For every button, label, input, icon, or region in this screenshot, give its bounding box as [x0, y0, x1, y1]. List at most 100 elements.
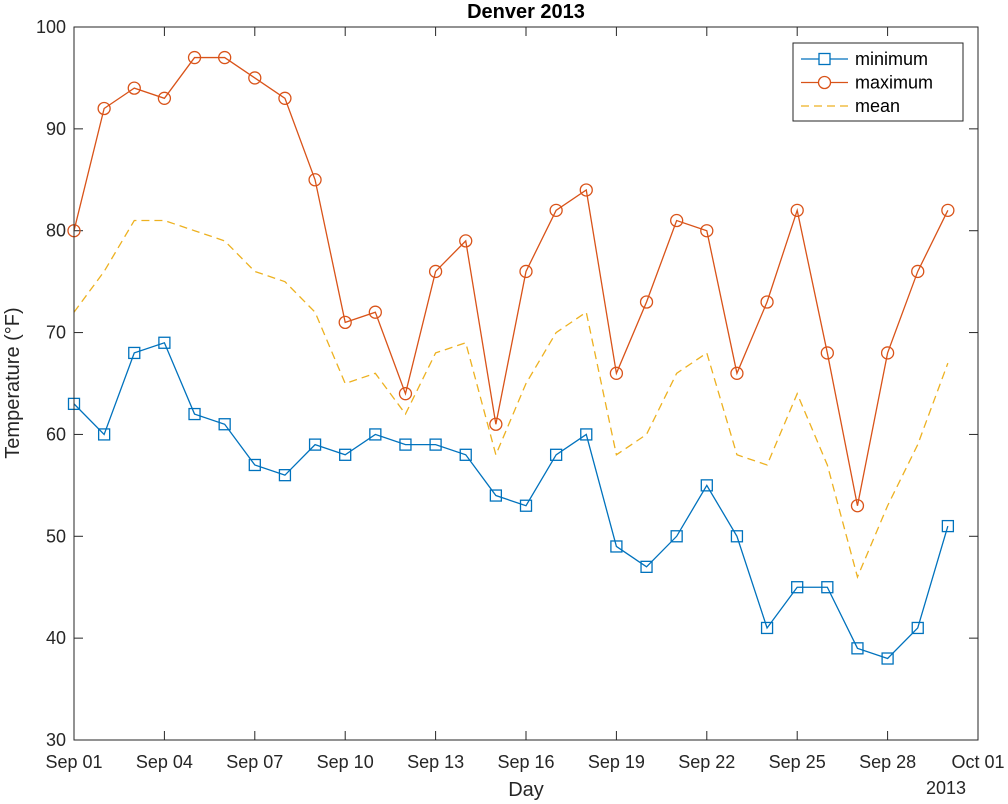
x-axis-ticks: Sep 01 Sep 04 Sep 07 Sep 10 Sep 13 Sep 16 Sep …	[45, 27, 1005, 772]
data-point	[579, 183, 593, 197]
data-point	[639, 295, 654, 309]
data-point	[670, 213, 684, 228]
x-tick-label: Sep 16	[497, 752, 554, 772]
x-tick-label: Sep 10	[317, 752, 374, 772]
data-point	[941, 203, 955, 217]
data-point	[429, 438, 442, 451]
data-point	[700, 224, 714, 238]
legend-item-minimum: minimum	[801, 49, 928, 69]
x-tick-label: Sep 04	[136, 752, 193, 772]
data-point	[850, 499, 865, 513]
x-tick-label: Sep 13	[407, 752, 464, 772]
data-point	[338, 315, 352, 330]
legend-label: mean	[855, 96, 900, 116]
x-tick-label: Sep 22	[678, 752, 735, 772]
data-point	[791, 581, 804, 594]
y-tick-label: 40	[46, 628, 66, 648]
data-point	[97, 428, 111, 441]
data-point	[640, 560, 653, 573]
data-point	[549, 448, 563, 461]
y-tick-label: 50	[46, 526, 66, 546]
x-tick-label: Sep 01	[45, 752, 102, 772]
data-point	[880, 346, 895, 360]
data-point	[730, 366, 744, 380]
data-point	[248, 458, 261, 472]
data-point	[368, 305, 382, 319]
data-point	[609, 366, 624, 380]
data-point	[128, 346, 141, 360]
series-line-mean	[73, 219, 949, 580]
data-point	[610, 540, 623, 553]
series-minimum	[67, 336, 955, 665]
data-point	[97, 101, 111, 116]
y-tick-label: 100	[36, 17, 66, 37]
data-point	[760, 621, 774, 635]
data-point	[127, 81, 141, 95]
data-point	[549, 203, 563, 217]
data-point	[881, 652, 894, 665]
data-point	[399, 438, 412, 451]
legend-item-mean: mean	[801, 96, 900, 116]
x-tick-label: Oct 01	[951, 752, 1004, 772]
data-point	[308, 438, 322, 451]
x-axis-year-label: 2013	[926, 778, 966, 798]
y-tick-label: 60	[46, 424, 66, 444]
x-tick-label: Sep 25	[769, 752, 826, 772]
x-tick-label: Sep 07	[226, 752, 283, 772]
data-point	[218, 50, 232, 65]
x-axis-title: Day	[508, 779, 544, 801]
data-point	[700, 479, 713, 492]
data-point	[489, 489, 503, 502]
legend-marker	[818, 52, 831, 66]
x-tick-label: Sep 19	[588, 752, 645, 772]
data-point	[820, 346, 834, 360]
series-layer	[67, 50, 955, 665]
data-point	[941, 519, 955, 533]
data-point	[157, 91, 172, 105]
data-point	[278, 469, 292, 482]
data-point	[278, 91, 292, 105]
data-point	[911, 264, 925, 279]
legend-item-maximum: maximum	[801, 73, 933, 93]
data-point	[158, 336, 171, 349]
legend-label: maximum	[855, 73, 933, 93]
data-point	[398, 387, 413, 401]
data-point	[790, 203, 804, 217]
data-point	[821, 581, 834, 594]
legend-marker	[817, 75, 832, 90]
data-point	[670, 530, 683, 543]
data-point	[428, 264, 443, 279]
data-point	[730, 530, 744, 543]
data-point	[459, 448, 472, 461]
y-tick-label: 70	[46, 323, 66, 343]
legend-label: minimum	[855, 49, 928, 69]
data-point	[459, 234, 473, 248]
y-axis-title: Temperature (°F)	[2, 307, 24, 458]
data-point	[339, 448, 352, 461]
y-tick-label: 80	[46, 221, 66, 241]
data-point	[188, 407, 201, 421]
y-axis-ticks: 30 40 50 60 70 80 90 100	[36, 17, 978, 750]
chart-title: Denver 2013	[467, 1, 585, 23]
y-tick-label: 30	[46, 730, 66, 750]
data-point	[489, 417, 503, 431]
data-point	[187, 50, 202, 65]
data-point	[851, 642, 864, 655]
data-point	[369, 428, 382, 441]
data-point	[760, 295, 774, 309]
data-point	[308, 173, 322, 187]
data-point	[248, 71, 262, 85]
legend-items: minimum maximum mean	[801, 49, 933, 116]
series-mean	[73, 219, 949, 580]
legend: minimum maximum mean	[792, 42, 964, 122]
data-point	[580, 428, 593, 441]
data-point	[218, 418, 231, 431]
data-point	[911, 621, 924, 635]
series-line-maximum	[73, 56, 949, 506]
data-point	[519, 499, 533, 512]
y-tick-label: 90	[46, 119, 66, 139]
x-tick-label: Sep 28	[859, 752, 916, 772]
data-point	[519, 264, 533, 279]
plot-frame	[73, 26, 979, 741]
